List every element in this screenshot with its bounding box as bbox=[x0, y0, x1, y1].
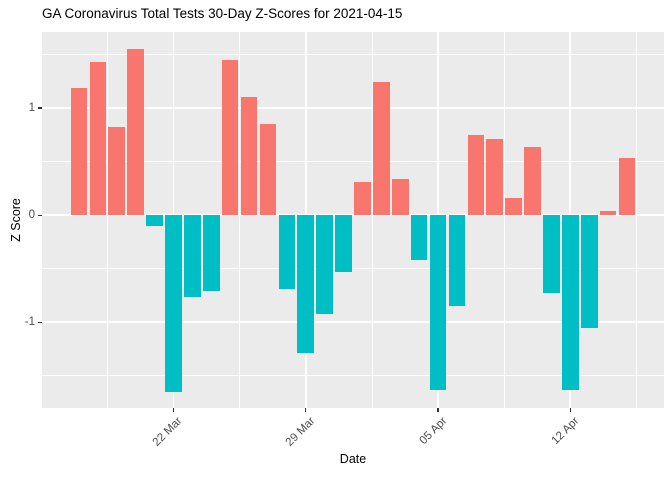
bar-negative bbox=[316, 215, 333, 314]
bar-positive bbox=[391, 178, 409, 216]
x-axis-tick bbox=[172, 408, 175, 412]
x-axis-tick-label: 22 Mar bbox=[151, 415, 185, 449]
minor-gridline-vertical bbox=[106, 32, 108, 408]
bar-positive bbox=[599, 210, 617, 216]
minor-gridline-vertical bbox=[371, 32, 373, 408]
bar-negative bbox=[202, 215, 220, 292]
bar-negative bbox=[448, 215, 466, 307]
bar-positive bbox=[524, 146, 541, 216]
major-gridline-horizontal bbox=[42, 321, 664, 324]
bar-positive bbox=[240, 97, 258, 216]
y-axis-title: Z Score bbox=[9, 198, 23, 242]
minor-gridline-vertical bbox=[503, 32, 505, 408]
bar-negative bbox=[278, 215, 296, 290]
bar-positive bbox=[373, 82, 390, 216]
bar-positive bbox=[618, 158, 636, 216]
x-axis-tick-label: 29 Mar bbox=[283, 415, 318, 449]
bar-positive bbox=[259, 124, 277, 216]
bar-negative bbox=[184, 215, 201, 297]
bar-positive bbox=[127, 49, 144, 216]
plot-panel bbox=[42, 32, 664, 408]
y-axis-tick-label: 1 bbox=[28, 101, 35, 114]
minor-gridline-vertical bbox=[636, 32, 637, 408]
bar-positive bbox=[467, 134, 485, 216]
bar-positive bbox=[89, 61, 107, 216]
bar-positive bbox=[486, 139, 504, 216]
major-gridline-horizontal bbox=[42, 107, 664, 109]
minor-gridline-horizontal bbox=[42, 375, 664, 377]
bar-negative bbox=[165, 215, 182, 392]
bar-positive bbox=[221, 59, 239, 216]
bar-negative bbox=[543, 215, 560, 294]
x-axis-tick-label: 05 Apr bbox=[417, 415, 450, 447]
y-axis-tick bbox=[38, 321, 42, 323]
y-axis-tick-label: 0 bbox=[28, 208, 35, 221]
bar-negative bbox=[146, 215, 163, 226]
bar-negative bbox=[410, 215, 428, 261]
minor-gridline-horizontal bbox=[42, 54, 664, 55]
x-axis-tick bbox=[569, 408, 571, 412]
y-axis-tick bbox=[38, 214, 42, 216]
minor-gridline-horizontal bbox=[42, 268, 664, 270]
bar-positive bbox=[108, 127, 126, 216]
x-axis-tick bbox=[305, 408, 307, 412]
bar-negative bbox=[580, 215, 598, 328]
x-axis-tick bbox=[437, 408, 439, 412]
minor-gridline-vertical bbox=[239, 32, 241, 408]
bar-negative bbox=[562, 215, 579, 390]
chart-title: GA Coronavirus Total Tests 30-Day Z-Scor… bbox=[42, 6, 403, 21]
major-gridline-horizontal bbox=[42, 214, 664, 217]
y-axis-tick bbox=[38, 107, 42, 109]
x-axis-title: Date bbox=[339, 452, 367, 466]
bar-negative bbox=[335, 215, 352, 272]
minor-gridline-horizontal bbox=[42, 161, 664, 163]
bar-negative bbox=[429, 215, 447, 390]
bar-positive bbox=[354, 181, 371, 216]
x-axis-tick-label: 12 Apr bbox=[549, 415, 582, 447]
bar-positive bbox=[505, 198, 522, 216]
y-axis-tick-label: -1 bbox=[24, 315, 35, 328]
bar-negative bbox=[297, 215, 315, 354]
bar-positive bbox=[70, 87, 88, 216]
